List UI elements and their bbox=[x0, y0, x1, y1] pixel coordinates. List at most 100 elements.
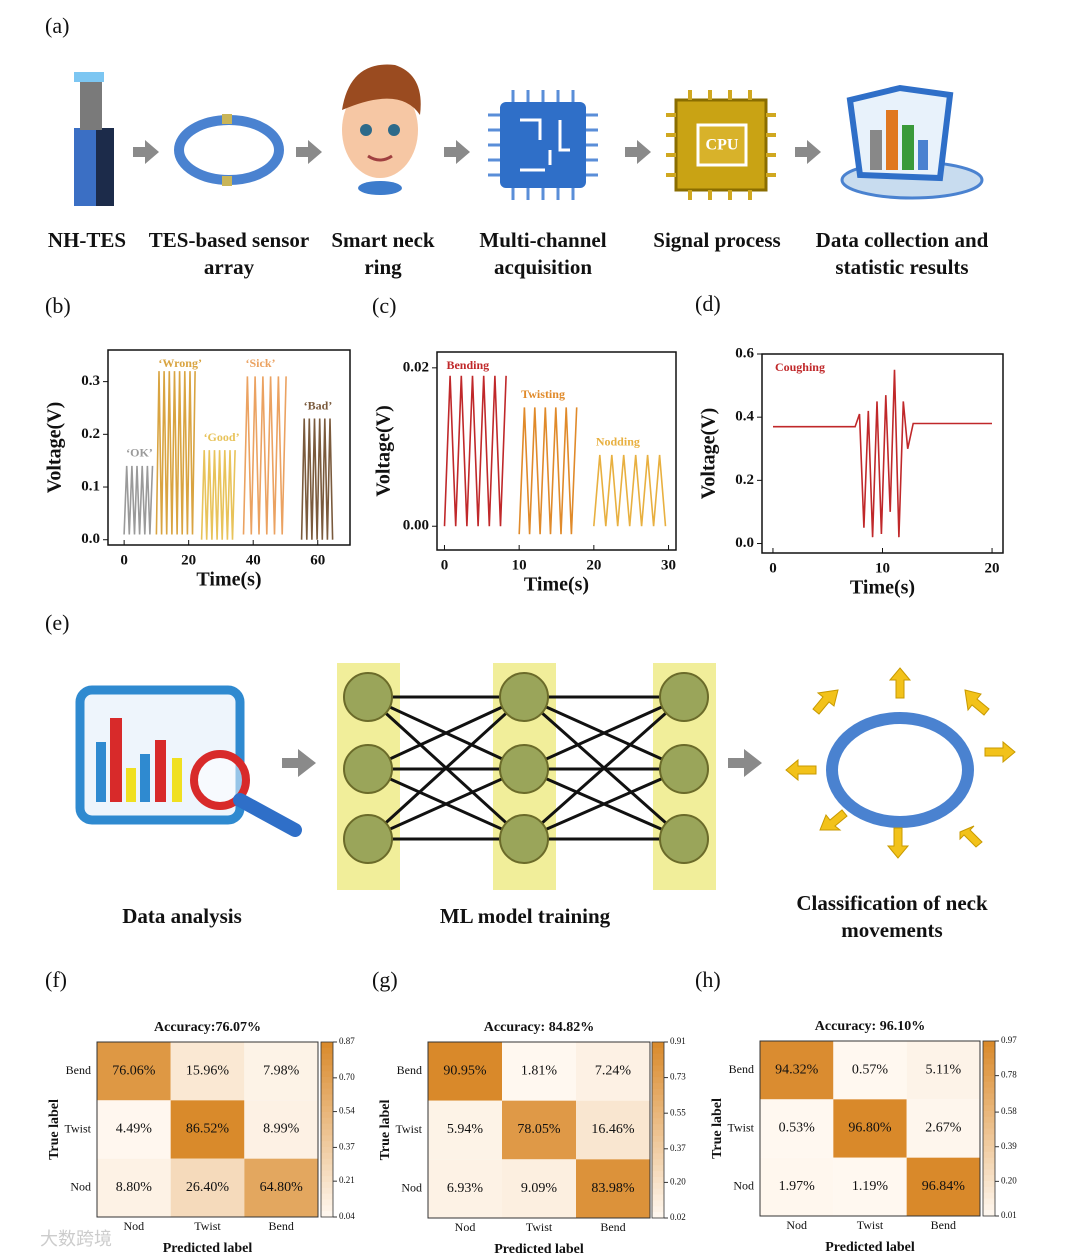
colorbar-step bbox=[321, 1053, 333, 1060]
step-label: Multi-channel bbox=[479, 228, 606, 252]
heatmap-cell bbox=[906, 1099, 980, 1158]
x-tick-label: 30 bbox=[661, 557, 676, 573]
heatmap-cell bbox=[97, 1100, 171, 1159]
column-label: Twist bbox=[857, 1218, 884, 1232]
colorbar-step bbox=[652, 1124, 664, 1131]
y-tick-label: 0.02 bbox=[403, 359, 429, 375]
colorbar-tick-label: 0.21 bbox=[339, 1175, 355, 1185]
row-label: Nod bbox=[401, 1180, 422, 1194]
cell-label: 5.94% bbox=[447, 1122, 484, 1137]
colorbar-step bbox=[321, 1123, 333, 1130]
panel-label: (f) bbox=[45, 967, 67, 992]
colorbar-step bbox=[983, 1081, 995, 1089]
y-axis-label: True label bbox=[710, 1098, 725, 1159]
y-tick-label: 0.2 bbox=[735, 472, 754, 488]
colorbar-step bbox=[321, 1135, 333, 1142]
x-axis-label: Time(s) bbox=[524, 574, 589, 596]
colorbar-step bbox=[983, 1210, 995, 1217]
colorbar-step bbox=[321, 1100, 333, 1107]
nh-tes-icon bbox=[74, 72, 114, 206]
step-label: TES-based sensor bbox=[149, 228, 309, 252]
colorbar-step bbox=[321, 1071, 333, 1078]
watermark: 大数跨境 bbox=[40, 1229, 112, 1250]
heatmap-title: Accuracy:76.07% bbox=[154, 1020, 261, 1035]
x-tick-label: 40 bbox=[246, 552, 261, 568]
heatmap-cell bbox=[760, 1041, 834, 1100]
heatmap-cell bbox=[502, 1100, 576, 1160]
colorbar-step bbox=[321, 1164, 333, 1171]
column-label: Nod bbox=[123, 1219, 144, 1233]
step-label: NH-TES bbox=[48, 228, 126, 252]
row-label: Nod bbox=[70, 1180, 91, 1194]
y-tick-label: 0.1 bbox=[81, 478, 100, 494]
heatmap-cell bbox=[906, 1041, 980, 1100]
cell-label: 6.93% bbox=[447, 1181, 484, 1196]
colorbar-step bbox=[652, 1042, 664, 1049]
stats-icon bbox=[840, 84, 984, 200]
chip-text: CPU bbox=[706, 137, 739, 154]
colorbar-step bbox=[983, 1198, 995, 1205]
x-tick-label: 0 bbox=[120, 552, 128, 568]
x-axis-label: Time(s) bbox=[196, 569, 261, 591]
heatmap-cell bbox=[428, 1042, 502, 1101]
y-tick-label: 0.4 bbox=[735, 409, 754, 425]
colorbar-step bbox=[652, 1135, 664, 1143]
x-tick-label: 20 bbox=[985, 560, 1000, 576]
column-label: Bend bbox=[268, 1219, 293, 1233]
series-label: ‘Bad’ bbox=[304, 398, 333, 412]
row-label: Nod bbox=[733, 1179, 754, 1193]
colorbar-step bbox=[983, 1070, 995, 1077]
heatmap-cell bbox=[833, 1099, 907, 1158]
cell-label: 5.11% bbox=[926, 1062, 962, 1077]
cell-label: 90.95% bbox=[443, 1064, 487, 1079]
x-axis-label: Predicted label bbox=[494, 1242, 584, 1257]
cpu-icon bbox=[666, 90, 776, 200]
colorbar-step bbox=[983, 1204, 995, 1211]
series-line bbox=[242, 376, 287, 535]
heatmap-cell bbox=[576, 1159, 650, 1218]
colorbar-step bbox=[652, 1130, 664, 1137]
colorbar-step bbox=[321, 1199, 333, 1206]
series-line bbox=[300, 418, 334, 540]
series-line bbox=[123, 465, 154, 535]
colorbar-step bbox=[652, 1112, 664, 1119]
data-analysis-icon bbox=[75, 685, 302, 837]
panel-label: (h) bbox=[695, 967, 721, 992]
panel-label: (e) bbox=[45, 610, 69, 635]
colorbar-step bbox=[321, 1176, 333, 1183]
series-line bbox=[593, 454, 667, 527]
colorbar-tick-label: 0.20 bbox=[1001, 1175, 1017, 1185]
y-axis-label: Voltage(V) bbox=[373, 405, 395, 496]
step-label: Smart neck bbox=[331, 228, 435, 252]
heatmap-cell bbox=[170, 1100, 245, 1159]
colorbar-frame bbox=[320, 1041, 334, 1218]
x-tick-label: 0 bbox=[769, 560, 777, 576]
colorbar-step bbox=[321, 1187, 333, 1195]
column-label: Bend bbox=[931, 1218, 956, 1232]
cell-label: 1.81% bbox=[521, 1064, 558, 1079]
colorbar-step bbox=[652, 1206, 664, 1213]
cell-label: 78.05% bbox=[517, 1122, 561, 1137]
colorbar-tick-label: 0.91 bbox=[670, 1036, 686, 1046]
row-label: Twist bbox=[65, 1121, 92, 1135]
colorbar-step bbox=[652, 1071, 664, 1078]
colorbar-step bbox=[983, 1175, 995, 1182]
series-line bbox=[200, 450, 236, 540]
step-label: ML model training bbox=[440, 904, 611, 928]
heatmap-title: Accuracy: 96.10% bbox=[815, 1019, 925, 1034]
colorbar-step bbox=[983, 1192, 995, 1199]
colorbar-step bbox=[652, 1047, 664, 1055]
colorbar-step bbox=[321, 1059, 333, 1066]
colorbar-tick-label: 0.58 bbox=[1001, 1106, 1017, 1116]
colorbar-frame bbox=[651, 1041, 665, 1219]
step-label: Data collection and bbox=[816, 228, 989, 252]
colorbar-tick-label: 0.37 bbox=[339, 1141, 355, 1151]
heatmap-cell bbox=[576, 1042, 650, 1101]
series-label: Twisting bbox=[521, 387, 565, 401]
y-tick-label: 0.6 bbox=[735, 345, 754, 361]
panel-label: (d) bbox=[695, 291, 721, 316]
panel-label: (g) bbox=[372, 967, 398, 992]
colorbar-step bbox=[983, 1116, 995, 1124]
colorbar-tick-label: 0.39 bbox=[1001, 1141, 1017, 1151]
y-tick-label: 0.0 bbox=[81, 531, 100, 547]
